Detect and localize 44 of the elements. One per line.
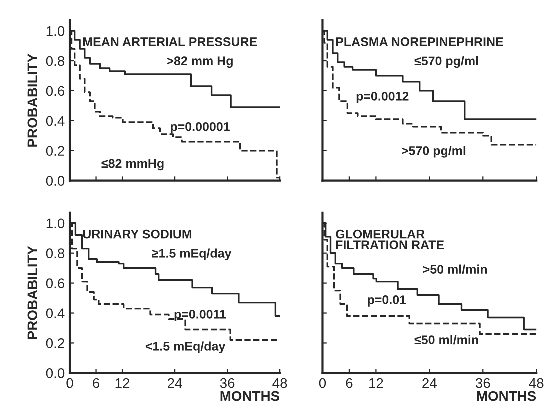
annotation: p=0.0011 <box>174 310 226 322</box>
x-tick-label: 6 <box>346 378 353 388</box>
y-tick-label: 0.8 <box>46 248 65 259</box>
x-tick-label: 36 <box>476 378 490 388</box>
x-tick-label: 0 <box>66 378 74 388</box>
y-tick-label: 1.0 <box>46 26 65 36</box>
y-tick-label: 0.2 <box>46 338 64 348</box>
text: URINARY SODIUM <box>83 230 192 239</box>
x-tick-label: 48 <box>272 378 288 388</box>
x-tick-label: 36 <box>220 378 235 388</box>
series-label: >82 mm Hg <box>167 56 233 68</box>
series-label: >50 ml/min <box>423 264 488 274</box>
series-label: ≤50 ml/min <box>414 335 478 345</box>
x-tick-label: 6 <box>93 378 100 388</box>
y-tick-label: 1.0 <box>46 218 65 229</box>
annotation: p=0.0012 <box>356 92 409 104</box>
y-tick-label: 0.6 <box>46 86 65 96</box>
series-label: >570 pg/ml <box>402 146 466 158</box>
x-axis-title: MONTHS <box>477 391 536 402</box>
x-tick-label: 24 <box>168 378 182 388</box>
x-tick-label: 24 <box>422 378 437 388</box>
annotation: p=0.01 <box>368 296 406 307</box>
text: MEAN ARTERIAL PRESSURE <box>83 38 258 46</box>
series-label: <1.5 mEq/day <box>146 342 226 354</box>
text: PLASMA NOREPINEPHRINE <box>336 38 504 46</box>
y-tick-label: 0.2 <box>46 146 64 156</box>
y-tick-label: 0.0 <box>46 368 65 378</box>
text: GLOMERULAR FILTRATION RATE <box>336 230 444 250</box>
x-tick-label: 48 <box>529 378 544 388</box>
x-tick-label: 12 <box>116 378 130 388</box>
series-label: ≥1.5 mEq/day <box>152 248 232 260</box>
x-axis-title: MONTHS <box>220 391 280 402</box>
y-tick-label: 0.6 <box>46 278 65 288</box>
x-tick-label: 12 <box>370 378 384 388</box>
y-tick-label: 0.0 <box>46 176 65 186</box>
series-label: ≤82 mmHg <box>102 159 164 171</box>
y-axis-title: PROBABILITY <box>28 246 38 340</box>
annotation: p=0.00001 <box>171 122 230 134</box>
x-tick-label: 0 <box>319 378 326 388</box>
y-tick-label: 0.4 <box>46 308 65 318</box>
y-tick-label: 0.4 <box>46 116 65 126</box>
series-label: ≤570 pg/ml <box>414 56 478 68</box>
y-tick-label: 0.8 <box>46 56 65 66</box>
y-axis-title: PROBABILITY <box>28 54 38 147</box>
